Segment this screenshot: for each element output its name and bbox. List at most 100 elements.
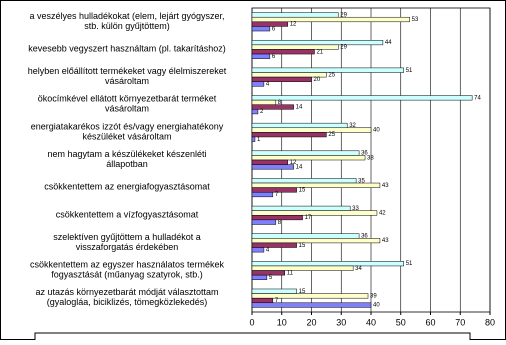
x-tick-label: 50 xyxy=(396,317,406,327)
value-label: 12 xyxy=(290,160,297,166)
y-tick-label: kevesebb vegyszert használtam (pl. takar… xyxy=(28,44,226,54)
bar xyxy=(251,219,277,225)
value-label: 2 xyxy=(260,109,264,115)
bar xyxy=(251,40,384,46)
value-label: 29 xyxy=(340,45,347,51)
value-label: 15 xyxy=(299,289,306,295)
bar xyxy=(251,288,297,294)
value-label: 53 xyxy=(412,17,419,23)
y-tick-label: szelektíven gyűjtöttem a hulladékot a vis… xyxy=(53,232,201,252)
bar xyxy=(251,26,271,32)
label-line: csökkentettem az egyszer használatos ter… xyxy=(30,260,225,270)
value-label: 39 xyxy=(370,293,377,299)
value-label: 14 xyxy=(296,105,303,111)
y-tick-label: csökkentettem a vízfogyasztásomat xyxy=(56,210,199,220)
value-label: 20 xyxy=(314,77,321,83)
bar xyxy=(251,242,297,248)
value-label: 40 xyxy=(373,128,380,134)
bar xyxy=(251,247,265,253)
x-tick-label: 0 xyxy=(249,317,254,327)
bar xyxy=(251,150,360,156)
value-label: 17 xyxy=(305,215,312,221)
value-label: 8 xyxy=(278,220,282,226)
bar xyxy=(251,67,404,73)
bar xyxy=(251,182,381,188)
label-line: kevesebb vegyszert használtam (pl. takar… xyxy=(28,44,226,54)
x-tick-label: 60 xyxy=(425,317,435,327)
bar xyxy=(251,215,303,221)
bar xyxy=(251,122,348,129)
label-line: a veszélyes hulladékokat (elem, lejárt g… xyxy=(29,11,224,21)
bar xyxy=(251,270,285,276)
label-line: az utazás környezetbarát módját választo… xyxy=(35,288,218,298)
bar xyxy=(251,95,473,101)
bar xyxy=(251,274,268,280)
y-tick-label: ökocímkével ellátott környezetbarát term… xyxy=(38,94,217,114)
bar xyxy=(251,136,256,142)
value-label: 7 xyxy=(275,192,279,198)
value-label: 40 xyxy=(373,303,380,309)
bar xyxy=(251,127,372,133)
value-label: 12 xyxy=(290,22,297,28)
x-tick-label: 70 xyxy=(455,317,465,327)
bar xyxy=(251,205,351,211)
bar xyxy=(251,12,339,18)
value-label: 33 xyxy=(352,206,359,212)
value-label: 51 xyxy=(406,68,413,74)
value-label: 1 xyxy=(257,137,261,143)
value-label: 21 xyxy=(316,49,323,55)
label-line: helyben előállított termékeket vagy élel… xyxy=(28,66,227,76)
label-line: szelektíven gyűjtöttem a hulladékot a xyxy=(53,232,201,242)
value-label: 35 xyxy=(358,178,365,184)
value-label: 38 xyxy=(367,155,374,161)
value-label: 29 xyxy=(340,12,347,18)
y-tick-label: a veszélyes hulladékokat (elem, lejárt g… xyxy=(29,11,224,31)
label-line: vásároltam xyxy=(105,104,149,114)
bar xyxy=(251,187,297,193)
bar xyxy=(251,99,277,105)
label-line: ökocímkével ellátott környezetbarát term… xyxy=(38,94,217,104)
y-tick-label: az utazás környezetbarát módját választo… xyxy=(35,288,218,308)
bar xyxy=(251,104,294,110)
value-label: 4 xyxy=(266,247,270,253)
value-label: 34 xyxy=(355,266,362,272)
bar xyxy=(251,53,271,59)
label-line: energiatakarékos izzót és/vagy energiaha… xyxy=(31,122,224,132)
value-label: 6 xyxy=(272,54,276,60)
value-label: 43 xyxy=(382,183,389,189)
bar xyxy=(251,109,259,115)
label-line: csökkentettem a vízfogyasztásomat xyxy=(56,210,199,220)
value-label: 15 xyxy=(299,188,306,194)
label-line: vásároltam xyxy=(105,76,149,86)
label-line: állapotban xyxy=(106,159,148,169)
label-line: stb. külön gyűjtöttem) xyxy=(84,21,170,31)
bar xyxy=(251,238,381,244)
value-label: 11 xyxy=(287,270,294,276)
label-line: nem hagytam a készülékeket készenléti xyxy=(47,149,206,159)
bar xyxy=(251,81,265,87)
label-line: csökkentettem az energiafogyasztásomat xyxy=(44,182,210,192)
label-line: (gyalogláa, biciklizés, tömegközlekedés) xyxy=(47,298,208,308)
label-line: fogyasztását (műanyag szatyrok, stb.) xyxy=(51,270,203,280)
value-label: 8 xyxy=(278,100,282,106)
value-label: 36 xyxy=(361,234,368,240)
value-label: 42 xyxy=(379,211,386,217)
value-label: 5 xyxy=(269,275,273,281)
y-tick-label: energiatakarékos izzót és/vagy energiaha… xyxy=(31,122,224,142)
bar xyxy=(251,233,360,239)
legend-box xyxy=(34,332,471,345)
bar xyxy=(251,210,378,216)
value-label: 15 xyxy=(299,243,306,249)
value-label: 14 xyxy=(296,164,303,170)
x-tick-label: 30 xyxy=(336,317,346,327)
value-label: 43 xyxy=(382,238,389,244)
bar xyxy=(251,44,339,50)
bar xyxy=(251,302,372,308)
value-label: 6 xyxy=(272,26,276,32)
bar xyxy=(251,178,357,184)
bar xyxy=(251,159,288,165)
bar xyxy=(251,49,315,55)
y-tick-label: csökkentettem az energiafogyasztásomat xyxy=(44,182,210,192)
bar xyxy=(251,164,294,170)
value-label: 44 xyxy=(385,40,392,46)
